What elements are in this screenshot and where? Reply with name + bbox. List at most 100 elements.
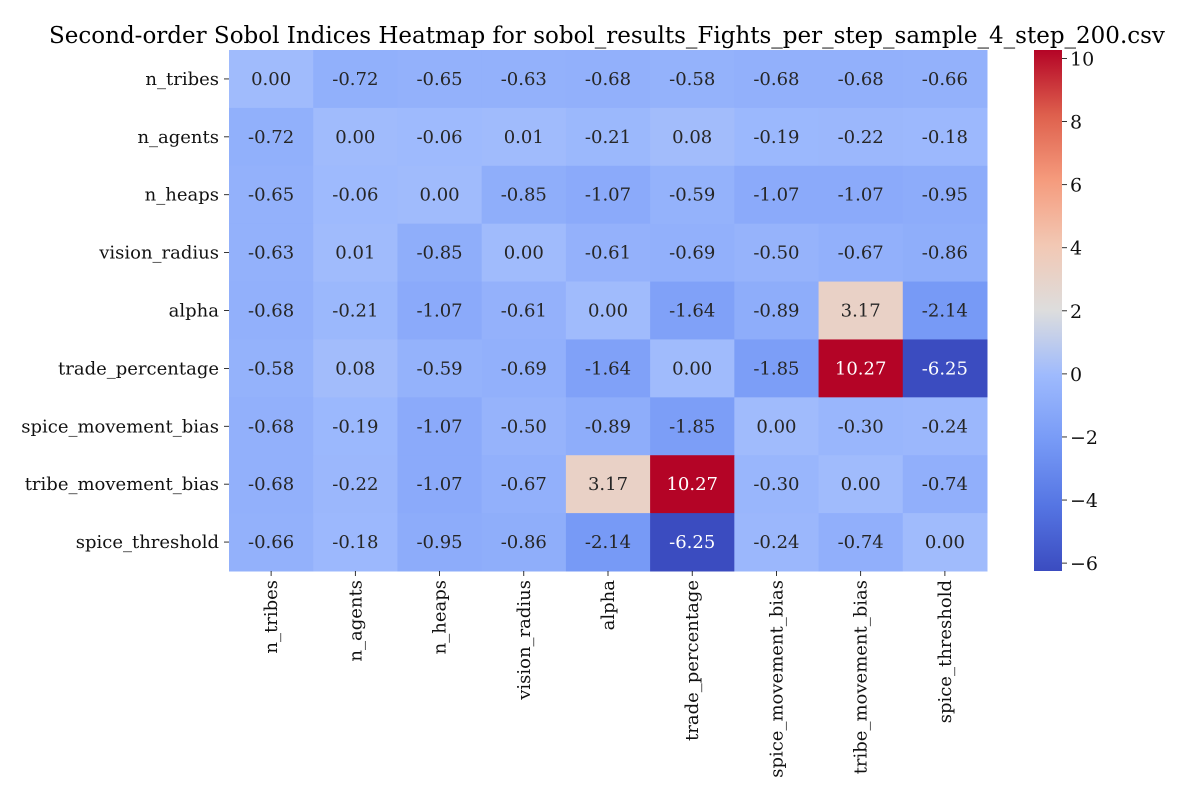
y-tick-label: alpha: [169, 301, 220, 322]
cell-value-label: -0.69: [669, 243, 715, 264]
heatmap-cell: [481, 223, 567, 283]
cell-value-label: -0.69: [501, 358, 547, 379]
cell-value-label: -0.86: [501, 532, 547, 553]
heatmap-cell: [902, 107, 988, 167]
cell-value-label: -1.07: [416, 301, 462, 322]
cell-value-label: -6.25: [922, 358, 968, 379]
heatmap-cell: [902, 223, 988, 283]
heatmap-cell: [650, 455, 735, 514]
cell-value-label: 0.00: [588, 301, 628, 322]
y-tick-label: n_heaps: [145, 185, 219, 206]
x-tick-label: spice_movement_bias: [766, 580, 787, 778]
heatmap-cell: [481, 107, 567, 167]
heatmap-cell: [650, 513, 735, 572]
cell-value-label: -0.61: [585, 243, 631, 264]
heatmap-cell: [734, 339, 820, 398]
cell-value-label: -0.19: [332, 416, 378, 437]
heatmap-cell: [481, 50, 567, 109]
heatmap-cell: [229, 50, 314, 109]
heatmap-cell: [481, 165, 567, 225]
heatmap-cell: [650, 281, 735, 340]
heatmap-cell: [229, 165, 314, 225]
heatmap-cell: [229, 513, 314, 572]
cell-value-label: -0.68: [248, 416, 294, 437]
heatmap-cell: [734, 50, 820, 109]
heatmap-cell: [650, 397, 735, 456]
cell-value-label: 0.00: [251, 69, 291, 90]
cell-value-label: -0.18: [332, 532, 378, 553]
cell-value-label: -0.61: [501, 301, 547, 322]
cell-value-label: -0.67: [838, 243, 884, 264]
heatmap-cell: [481, 397, 567, 456]
cell-value-label: -0.72: [248, 127, 294, 148]
heatmap-cell: [397, 165, 483, 225]
heatmap-cell: [565, 455, 651, 514]
heatmap-cell: [734, 513, 820, 572]
x-tick-label: trade_percentage: [682, 580, 703, 741]
heatmap-cell: [229, 223, 314, 283]
colorbar-gradient: [1034, 50, 1062, 571]
cell-value-label: -0.72: [332, 69, 378, 90]
cell-value-label: -0.74: [922, 474, 968, 495]
cell-value-label: -0.24: [753, 532, 799, 553]
heatmap-cell: [397, 107, 483, 167]
y-tick-label: n_tribes: [145, 69, 219, 90]
heatmap-cell: [397, 281, 483, 340]
y-tick-label: vision_radius: [98, 243, 219, 264]
cell-value-label: -1.07: [585, 185, 631, 206]
heatmap-cell: [565, 107, 651, 167]
heatmap-cell: [313, 165, 398, 225]
cell-value-label: -0.66: [922, 69, 968, 90]
heatmap-cell: [313, 223, 398, 283]
heatmap-cell: [818, 397, 904, 456]
colorbar-tick-label: −2: [1070, 427, 1098, 449]
y-tick-label: spice_threshold: [76, 532, 219, 553]
x-tick-label: spice_threshold: [935, 580, 956, 723]
cell-value-label: -0.68: [753, 69, 799, 90]
cell-value-label: 0.01: [504, 127, 544, 148]
cell-value-label: -0.06: [332, 185, 378, 206]
cell-value-label: -1.64: [669, 301, 715, 322]
heatmap-cell: [565, 513, 651, 572]
heatmap-cell: [902, 455, 988, 514]
heatmap-cell: [565, 223, 651, 283]
cell-value-label: -0.50: [501, 416, 547, 437]
x-axis-tick-labels: n_tribes n_agents n_heaps vision_radius alph…: [261, 571, 956, 778]
cell-value-label: -0.06: [416, 127, 462, 148]
y-tick-label: tribe_movement_bias: [25, 474, 219, 495]
y-tick-label: spice_movement_bias: [21, 416, 219, 437]
cell-value-label: -0.59: [669, 185, 715, 206]
cell-value-label: -0.74: [838, 532, 884, 553]
cell-value-label: 10.27: [835, 358, 887, 379]
heatmap-cell: [313, 513, 398, 572]
heatmap-cell: [565, 281, 651, 340]
cell-value-label: -0.18: [922, 127, 968, 148]
heatmap-cell: [902, 50, 988, 109]
heatmap-cell: [902, 165, 988, 225]
cell-value-label: -1.64: [585, 358, 631, 379]
heatmap-cell: [229, 281, 314, 340]
cell-value-label: -0.24: [922, 416, 968, 437]
heatmap-cell: [650, 50, 735, 109]
cell-value-label: -0.65: [416, 69, 462, 90]
heatmap-cell: [818, 339, 904, 398]
heatmap-cell: [229, 455, 314, 514]
cell-value-label: -1.85: [669, 416, 715, 437]
cell-value-label: -0.66: [248, 532, 294, 553]
cell-value-label: 10.27: [666, 474, 718, 495]
heatmap-cell: [902, 513, 988, 572]
cell-value-label: 0.00: [335, 127, 375, 148]
cell-value-label: 3.17: [588, 474, 628, 495]
heatmap-cell: [902, 281, 988, 340]
cell-value-label: -0.63: [248, 243, 294, 264]
cell-value-label: -0.22: [838, 127, 884, 148]
x-tick-label: vision_radius: [514, 580, 535, 701]
cell-value-label: -0.63: [501, 69, 547, 90]
cell-value-label: -0.68: [838, 69, 884, 90]
cell-value-label: -0.85: [416, 243, 462, 264]
x-tick-label: n_tribes: [261, 580, 282, 654]
colorbar-tick-label: 4: [1070, 238, 1082, 260]
cell-value-label: -0.50: [753, 243, 799, 264]
heatmap-cell: [902, 397, 988, 456]
